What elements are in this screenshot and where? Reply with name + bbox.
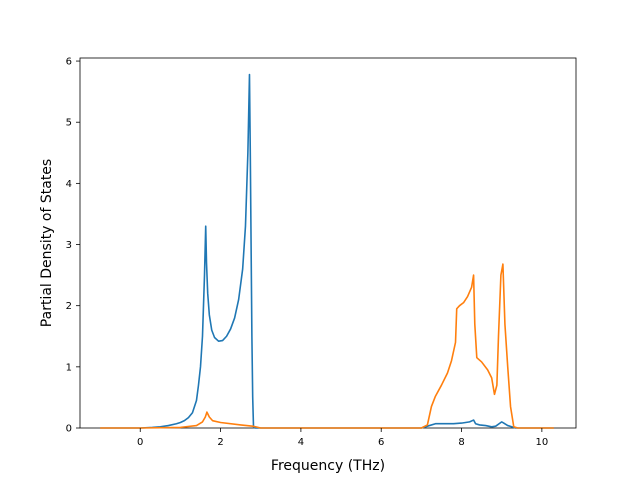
y-axis-label: Partial Density of States: [39, 159, 55, 327]
y-axis-ticks: 0 1 2 3 4 5 6: [66, 57, 80, 435]
y-tick-label: 4: [66, 179, 72, 190]
y-tick-label: 3: [66, 240, 72, 251]
x-tick-label: 6: [378, 437, 384, 448]
y-tick-label: 2: [66, 301, 72, 312]
y-tick-label: 1: [66, 362, 72, 373]
x-tick-label: 0: [137, 437, 143, 448]
x-tick-label: 2: [217, 437, 223, 448]
x-axis-label: Frequency (THz): [271, 458, 385, 474]
y-tick-label: 0: [66, 424, 72, 435]
x-axis-ticks: 0 2 4 6 8 10: [137, 428, 548, 448]
x-tick-label: 10: [535, 437, 548, 448]
series-line-1: [100, 73, 554, 429]
x-tick-label: 8: [458, 437, 464, 448]
x-tick-label: 4: [298, 437, 304, 448]
series-layer: [100, 73, 554, 429]
y-tick-label: 6: [66, 57, 72, 68]
y-tick-label: 5: [66, 118, 72, 129]
series-line-2: [100, 263, 554, 429]
